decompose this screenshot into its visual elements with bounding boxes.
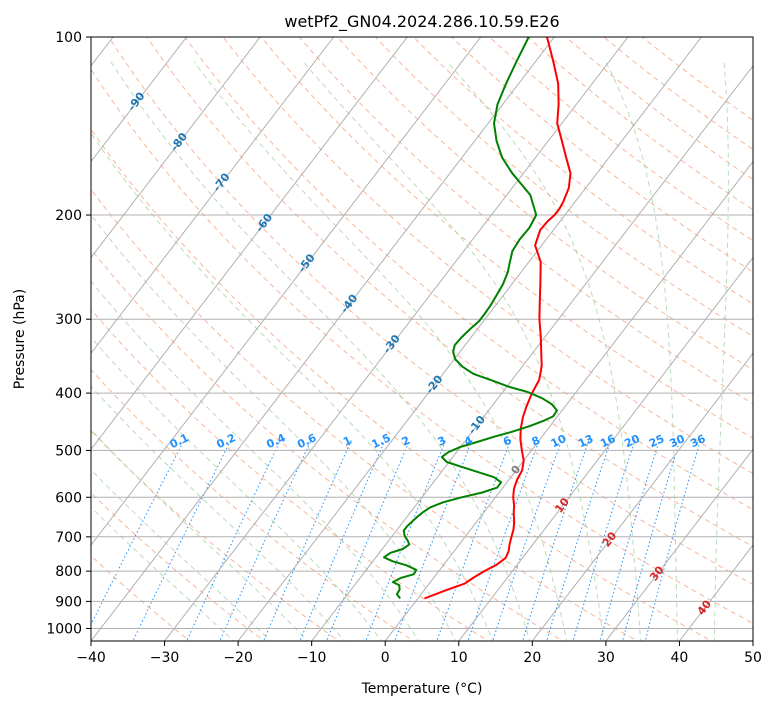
y-tick-label: 700 [55,530,82,546]
y-tick-label: 800 [55,564,82,580]
mixing-ratio-label: 25 [647,432,666,450]
isotherm [458,256,753,641]
mixing-ratio-line [299,439,386,641]
y-tick-label: 900 [55,594,82,610]
isotherm [91,37,187,163]
isotherm [91,37,261,259]
mixing-ratio-line [599,439,660,641]
mixing-ratio-label: 10 [549,432,569,450]
y-tick-label: 400 [55,386,82,402]
mixing-ratio-label: 13 [576,432,595,450]
moist-adiabat [91,280,420,641]
y-tick-label: 600 [55,490,82,506]
plot-frame [90,36,754,642]
x-axis: −40 −30 −20 −10 0 10 20 30 40 50 [76,641,762,666]
mixing-ratio-label: 20 [622,432,642,450]
dry-adiabat [374,37,753,338]
isotherm [91,37,555,641]
mixing-ratio-line [219,439,312,641]
mixing-ratio-line [365,439,447,641]
mixing-ratio-label: 36 [688,432,708,450]
mixing-ratio-label: 30 [668,432,688,450]
moist-adiabat [193,61,568,641]
y-axis: 100 200 300 400 500 600 700 800 900 1000 [46,30,91,637]
plot-background [91,37,753,641]
series-lines [383,37,572,600]
isotherm [752,640,753,641]
dewpoint-profile [383,37,558,600]
isotherm [384,160,753,641]
dry-adiabat [91,369,415,641]
temperature-profile [424,37,572,600]
x-tick-label: 50 [744,650,762,666]
dry-adiabat [91,188,639,641]
isotherm [91,37,335,355]
isotherm [164,37,629,641]
x-tick-label: 30 [597,650,615,666]
mixing-ratio-line [644,439,701,641]
mixing-ratio-line [326,439,411,641]
dry-adiabat [412,37,753,305]
dry-adiabat [603,37,753,151]
dry-adiabat [91,68,753,624]
dry-adiabat [488,37,753,242]
chart-title: wetPf2_GN04.2024.286.10.59.E26 [284,12,559,32]
x-tick-label: 0 [381,650,390,666]
mixing-ratio-line [394,439,473,641]
y-tick-label: 100 [55,30,82,46]
x-axis-label: Temperature (°C) [361,681,483,697]
mixing-ratio-line [622,439,681,641]
moist-adiabat [605,61,678,641]
dry-adiabat [450,37,753,273]
x-tick-label: −20 [223,650,253,666]
y-tick-label: 1000 [46,621,82,637]
mixing-ratio-line [186,439,281,641]
y-tick-label: 300 [55,312,82,328]
y-axis-label: Pressure (hPa) [12,289,28,389]
isotherm [91,37,408,451]
mixing-ratio-line [572,439,636,641]
x-tick-label: 20 [523,650,541,666]
y-tick-label: 500 [55,443,82,459]
x-tick-label: −10 [297,650,327,666]
mixing-ratio-label: 16 [598,432,618,450]
x-tick-label: 10 [450,650,468,666]
x-tick-label: −30 [150,650,180,666]
moist-adiabat [91,336,383,641]
isotherm [531,352,753,641]
moist-adiabat [110,61,531,641]
isotherm [237,37,702,641]
isotherm [605,448,753,641]
dry-adiabat [108,37,753,586]
isotherm [91,37,482,546]
dry-adiabat [91,128,713,641]
mixing-ratio-line [132,439,232,641]
x-tick-label: −40 [76,650,106,666]
mixing-ratio-line [262,439,353,641]
isotherm [311,64,753,641]
moist-adiabat [446,61,642,641]
grid-lines [91,37,753,641]
moist-adiabat [713,61,729,641]
x-tick-label: 40 [671,650,689,666]
y-tick-label: 200 [55,208,82,224]
dry-adiabat [91,492,266,641]
dry-adiabat [146,37,753,548]
mixing-ratio-line [436,439,512,641]
